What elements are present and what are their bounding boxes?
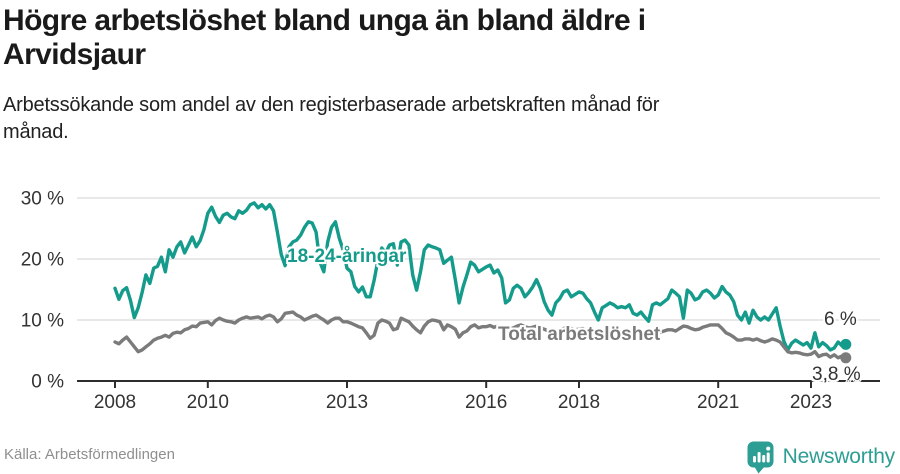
svg-text:10 %: 10 % — [21, 311, 64, 332]
newsworthy-wordmark: Newsworthy — [782, 445, 896, 468]
series-label-total: Total arbetslöshet — [498, 324, 661, 345]
newsworthy-icon — [747, 441, 774, 473]
svg-text:2018: 2018 — [558, 392, 600, 413]
svg-text:2023: 2023 — [790, 392, 832, 413]
svg-text:2016: 2016 — [465, 392, 507, 413]
page-title-line-1: Högre arbetslöshet bland unga än bland ä… — [3, 4, 646, 37]
end-value-total: 3,8 % — [812, 364, 861, 385]
svg-text:2021: 2021 — [697, 392, 739, 413]
svg-text:2013: 2013 — [326, 392, 368, 413]
newsworthy-logo: Newsworthy — [747, 440, 895, 474]
series-label-young: 18-24-åringar — [287, 246, 407, 267]
page-subtitle-line-1: Arbetssökande som andel av den registerb… — [3, 94, 660, 116]
svg-text:20 %: 20 % — [21, 250, 64, 271]
page-subtitle-line-2: månad. — [3, 121, 69, 143]
page-title: Högre arbetslöshet bland unga än bland ä… — [3, 4, 646, 72]
page-subtitle: Arbetssökande som andel av den registerb… — [3, 92, 659, 146]
svg-text:30 %: 30 % — [21, 189, 64, 210]
source-note: Källa: Arbetsförmedlingen — [4, 446, 175, 463]
page-title-line-2: Arvidsjaur — [3, 38, 146, 71]
line-chart: 0 % 10 % 20 % 30 % 2008 2010 2013 2016 2018 2021 2… — [21, 189, 880, 413]
chart-area: 0 % 10 % 20 % 30 % 2008 2010 2013 2016 2018 2021 2… — [0, 182, 900, 432]
svg-text:2008: 2008 — [94, 392, 136, 413]
svg-text:0 %: 0 % — [31, 372, 64, 393]
svg-text:2010: 2010 — [187, 392, 229, 413]
end-value-young: 6 % — [824, 309, 857, 330]
